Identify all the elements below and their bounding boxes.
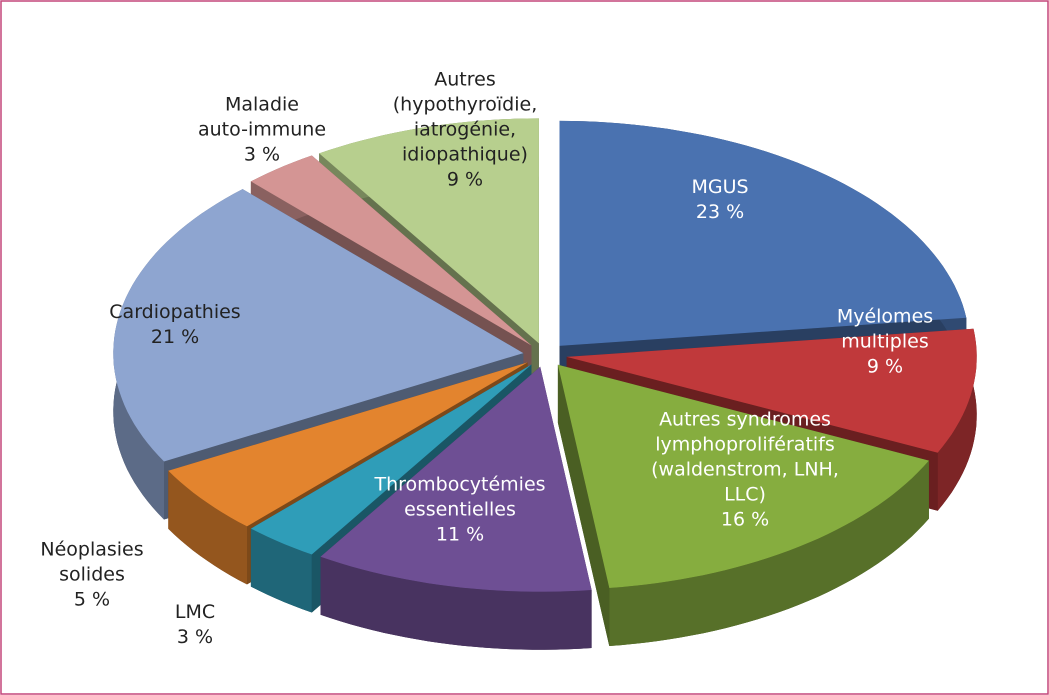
slice-side (320, 556, 592, 650)
value-label: 21 % (150, 326, 200, 348)
slice-top (557, 364, 929, 588)
slice-top (559, 120, 967, 346)
category-name: MGUS (691, 176, 749, 198)
category-name: Autres (hypothyroïdie, iatrogénie, idiop… (392, 68, 538, 166)
slice-label: Thrombocytémies essentielles 11 % (374, 473, 545, 548)
category-name: Myélomes multiples (836, 305, 934, 353)
slice-label: Autres (hypothyroïdie, iatrogénie, idiop… (393, 68, 538, 193)
slice-top (250, 364, 532, 555)
slice-top (113, 189, 524, 462)
category-name: LMC (174, 601, 216, 623)
slice-side (168, 470, 247, 585)
slice-label: Cardiopathies 21 % (109, 300, 240, 350)
slice-side (609, 460, 929, 646)
slice-top (566, 328, 977, 453)
value-label: 9 % (866, 355, 904, 378)
slice-label: LMC 3 % (175, 600, 215, 650)
slice-side (937, 328, 977, 511)
value-label: 16 % (720, 508, 770, 531)
value-label: 3 % (176, 626, 214, 648)
slice-label: Maladie auto-immune 3 % (198, 93, 326, 168)
slice (557, 364, 929, 646)
value-label: 23 % (695, 201, 745, 223)
slice-side (250, 528, 312, 613)
slice (320, 366, 592, 650)
value-label: 9 % (446, 168, 484, 191)
category-name: Cardiopathies (109, 301, 241, 323)
slice-top (250, 155, 532, 346)
category-name: Autres syndromes lymphoprolifératifs (wa… (651, 408, 839, 506)
slice-label: Myélomes multiples 9 % (803, 305, 967, 380)
slice-label: Néoplasies solides 5 % (40, 538, 143, 613)
value-label: 3 % (243, 143, 281, 166)
slice-top (168, 362, 528, 527)
slice-wall (557, 364, 610, 646)
slice-top (319, 118, 539, 344)
slice-top (320, 366, 592, 592)
category-name: Néoplasies solides (40, 538, 144, 586)
category-name: Maladie auto-immune (197, 93, 327, 141)
value-label: 5 % (73, 588, 111, 611)
slice-label: MGUS 23 % (691, 175, 748, 225)
slice-label: Autres syndromes lymphoprolifératifs (wa… (651, 408, 839, 533)
value-label: 11 % (435, 523, 485, 546)
category-name: Thrombocytémies essentielles (374, 473, 546, 521)
